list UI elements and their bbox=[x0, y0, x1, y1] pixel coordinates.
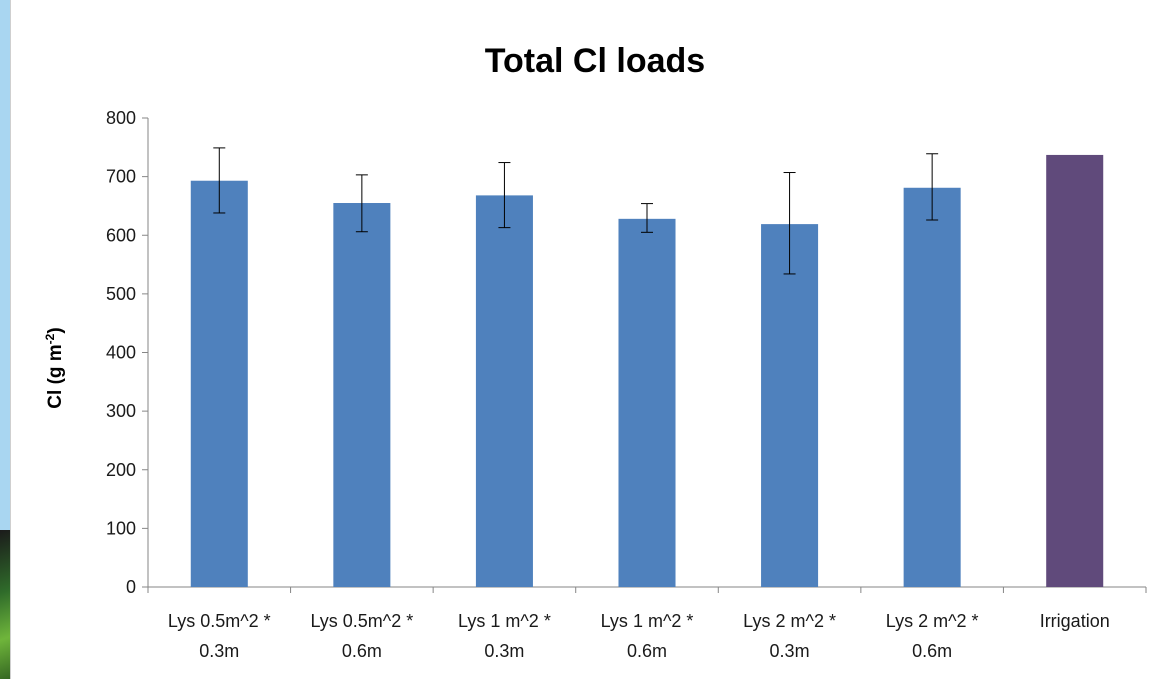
bar bbox=[190, 180, 248, 587]
y-axis-label-close: ) bbox=[45, 327, 66, 333]
y-tick-label: 800 bbox=[106, 108, 136, 128]
x-tick-label: 0.6m bbox=[342, 641, 382, 661]
chart-title: Total Cl loads bbox=[485, 42, 705, 80]
y-axis-label-main: Cl (g m bbox=[45, 344, 66, 408]
y-tick-label: 600 bbox=[106, 225, 136, 245]
bar bbox=[761, 224, 819, 587]
x-tick-label: Irrigation bbox=[1040, 611, 1110, 631]
x-tick-label: Lys 0.5m^2 * bbox=[310, 611, 413, 631]
y-tick-label: 300 bbox=[106, 401, 136, 421]
plot-area: 0 100 200 300 400 500 600 700 800 Lys 0.5m^2 * 0.3… bbox=[106, 108, 1147, 661]
y-tick-label: 200 bbox=[106, 460, 136, 480]
y-tick-label: 500 bbox=[106, 284, 136, 304]
bar-chart: Total Cl loads Cl (g m-2) 0 100 200 300 400 5… bbox=[43, 42, 1147, 661]
x-tick-label: 0.3m bbox=[770, 641, 810, 661]
bar bbox=[333, 203, 391, 587]
x-tick-label: 0.3m bbox=[199, 641, 239, 661]
x-tick-label: 0.3m bbox=[484, 641, 524, 661]
chart-panel: Total Cl loads Cl (g m-2) 0 100 200 300 400 5… bbox=[10, 0, 1162, 679]
x-tick-label: 0.6m bbox=[627, 641, 667, 661]
y-tick-label: 0 bbox=[126, 577, 136, 597]
y-tick-label: 100 bbox=[106, 518, 136, 538]
y-axis-label-sup: -2 bbox=[43, 333, 57, 344]
x-tick-label: Lys 2 m^2 * bbox=[743, 611, 836, 631]
x-tick-label: Lys 1 m^2 * bbox=[601, 611, 694, 631]
bar bbox=[903, 187, 961, 588]
y-axis-label: Cl (g m-2) bbox=[43, 327, 66, 408]
x-tick-label: Lys 2 m^2 * bbox=[886, 611, 979, 631]
x-tick-label: Lys 0.5m^2 * bbox=[168, 611, 271, 631]
y-tick-label: 700 bbox=[106, 167, 136, 187]
bar bbox=[475, 195, 533, 587]
svg-text:Cl (g m-2): Cl (g m-2) bbox=[43, 327, 66, 408]
bar bbox=[1046, 154, 1104, 587]
y-tick-label: 400 bbox=[106, 343, 136, 363]
bar bbox=[618, 218, 676, 587]
x-tick-label: Lys 1 m^2 * bbox=[458, 611, 551, 631]
x-tick-label: 0.6m bbox=[912, 641, 952, 661]
